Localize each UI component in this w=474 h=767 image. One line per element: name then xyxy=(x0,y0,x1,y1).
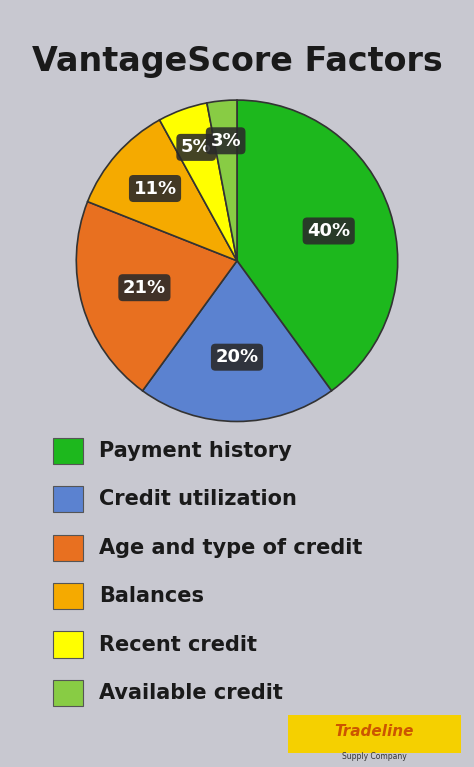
Text: 40%: 40% xyxy=(307,222,350,240)
Text: VantageScore Factors: VantageScore Factors xyxy=(32,44,442,78)
FancyBboxPatch shape xyxy=(54,680,82,706)
Text: 3%: 3% xyxy=(210,132,241,150)
Wedge shape xyxy=(143,261,331,422)
Text: Balances: Balances xyxy=(100,586,204,606)
Text: Recent credit: Recent credit xyxy=(100,634,257,654)
FancyBboxPatch shape xyxy=(54,438,82,464)
Text: 11%: 11% xyxy=(134,179,177,198)
Text: 21%: 21% xyxy=(123,278,166,297)
FancyBboxPatch shape xyxy=(288,715,461,752)
Wedge shape xyxy=(237,100,398,391)
Text: Age and type of credit: Age and type of credit xyxy=(100,538,363,558)
Wedge shape xyxy=(88,120,237,261)
Wedge shape xyxy=(207,100,237,261)
Text: 5%: 5% xyxy=(181,138,211,156)
FancyBboxPatch shape xyxy=(54,583,82,609)
FancyBboxPatch shape xyxy=(54,486,82,512)
Text: 20%: 20% xyxy=(216,348,258,366)
Text: Tradeline: Tradeline xyxy=(335,724,414,739)
Wedge shape xyxy=(160,103,237,261)
Text: Supply Company: Supply Company xyxy=(342,752,407,761)
FancyBboxPatch shape xyxy=(54,535,82,561)
Text: Available credit: Available credit xyxy=(100,683,283,703)
FancyBboxPatch shape xyxy=(54,631,82,657)
Wedge shape xyxy=(76,202,237,391)
Text: Payment history: Payment history xyxy=(100,441,292,461)
Text: Credit utilization: Credit utilization xyxy=(100,489,297,509)
